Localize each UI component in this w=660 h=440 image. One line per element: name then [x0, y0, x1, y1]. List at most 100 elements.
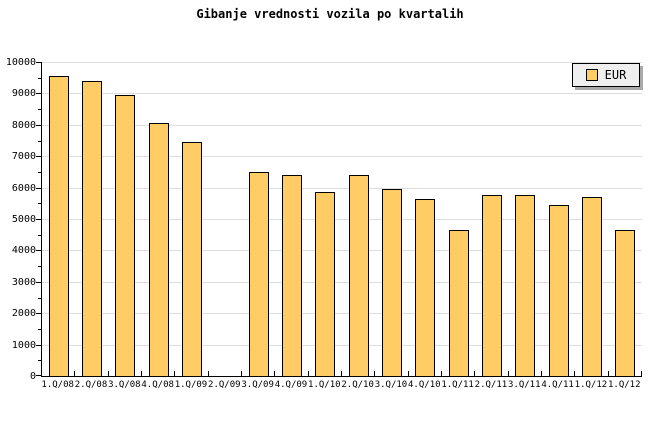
chart-title: Gibanje vrednosti vozila po kvartalih: [196, 7, 464, 21]
y-minor-tick: [38, 141, 41, 142]
y-major-tick: [36, 250, 41, 251]
gridline: [42, 125, 642, 126]
bar-slot: [275, 62, 308, 376]
bar: [48, 76, 69, 376]
y-minor-tick: [38, 109, 41, 110]
y-major-tick: [36, 313, 41, 314]
x-axis-tick-label: 1.Q/10: [308, 380, 341, 390]
x-boundary-tick: [308, 371, 309, 376]
bar: [148, 123, 169, 376]
y-axis-tick-label: 7000: [11, 151, 36, 163]
bar: [481, 195, 502, 376]
y-minor-tick: [38, 298, 41, 299]
bar: [415, 199, 436, 376]
x-axis-tick-label: 3.Q/08: [108, 380, 141, 390]
x-axis-tick-label: 1.Q/09: [174, 380, 208, 390]
x-boundary-tick: [274, 371, 275, 376]
x-boundary-tick: [608, 371, 609, 376]
x-axis-labels: 1.Q/08 2.Q/08 3.Q/08 4.Q/08 1.Q/09 2.Q/09 3.Q/…: [41, 380, 641, 391]
bar: [315, 192, 336, 376]
y-axis-tick-label: 0: [29, 371, 36, 382]
gridline: [42, 156, 642, 157]
x-boundary-tick: [408, 371, 409, 376]
x-axis-tick-label: 2.Q/09: [208, 380, 241, 390]
y-major-tick: [36, 62, 41, 63]
y-minor-tick: [38, 203, 41, 204]
bar-slot: [475, 62, 508, 376]
bar: [448, 230, 469, 376]
x-axis-tick-label: 2.Q/10: [341, 380, 374, 390]
bar: [548, 205, 569, 376]
bar: [381, 189, 402, 376]
y-major-tick: [36, 188, 41, 189]
x-boundary-tick: [141, 371, 142, 376]
y-major-tick: [36, 345, 41, 346]
x-axis-tick-label: 2.Q/08: [74, 380, 108, 390]
x-boundary-tick: [541, 371, 542, 376]
x-axis-tick-label: 4.Q/11: [541, 380, 574, 390]
x-axis-tick-label: 1.Q/12: [574, 380, 608, 390]
bar-slot: [142, 62, 175, 376]
bar-slot: [609, 62, 642, 376]
gridline: [42, 282, 642, 283]
x-axis-tick-label: 3.Q/09: [241, 380, 274, 390]
y-minor-tick: [38, 360, 41, 361]
gridline: [42, 62, 642, 63]
y-minor-tick: [38, 78, 41, 79]
x-boundary-tick: [641, 371, 642, 376]
bar: [115, 95, 136, 376]
x-boundary-tick: [241, 371, 242, 376]
y-axis-tick-label: 6000: [11, 182, 36, 194]
y-axis-tick-label: 10000: [5, 57, 36, 68]
y-axis-tick-label: 5000: [11, 214, 36, 225]
legend-swatch-icon: [585, 69, 598, 81]
x-axis-tick-label: 1.Q/11: [441, 380, 474, 390]
bar-slot: [342, 62, 375, 376]
x-boundary-tick: [74, 371, 75, 376]
x-boundary-tick: [574, 371, 575, 376]
x-boundary-tick: [108, 371, 109, 376]
x-axis-tick-label: 1.Q/08: [41, 380, 74, 390]
legend-label: EUR: [604, 68, 627, 82]
x-axis-tick-label: 4.Q/08: [141, 380, 174, 390]
x-boundary-tick: [508, 371, 509, 376]
y-axis-tick-label: 2000: [11, 308, 36, 320]
gridline: [42, 313, 642, 314]
x-boundary-tick: [341, 371, 342, 376]
y-axis-tick-label: 1000: [11, 339, 36, 351]
bar-slot: [75, 62, 108, 376]
y-major-tick: [36, 282, 41, 283]
y-minor-tick: [38, 172, 41, 173]
y-minor-tick: [38, 329, 41, 330]
bar: [615, 230, 636, 376]
bar-slot: [242, 62, 275, 376]
bar-slot: [409, 62, 442, 376]
bar: [581, 197, 602, 376]
x-boundary-tick: [208, 371, 209, 376]
gridline: [42, 93, 642, 94]
gridline: [42, 219, 642, 220]
bar-slot: [542, 62, 575, 376]
legend: EUR: [572, 63, 640, 87]
x-boundary-tick: [474, 371, 475, 376]
x-axis-tick-label: 4.Q/10: [408, 380, 441, 390]
x-axis-tick-label: 1.Q/12: [607, 380, 641, 390]
bar-slot: [209, 62, 242, 376]
bar: [281, 175, 302, 376]
y-major-tick: [36, 125, 41, 126]
bar-slot: [309, 62, 342, 376]
bar: [181, 142, 202, 376]
x-axis-tick-label: 2.Q/11: [474, 380, 508, 390]
x-axis-tick-label: 3.Q/11: [508, 380, 541, 390]
y-major-tick: [36, 93, 41, 94]
bar: [81, 81, 102, 376]
y-minor-tick: [38, 266, 41, 267]
gridline: [42, 188, 642, 189]
bar-slot: [442, 62, 475, 376]
bar: [348, 175, 369, 376]
bar: [515, 195, 536, 376]
bar: [248, 172, 269, 376]
bar-slot: [575, 62, 608, 376]
x-boundary-tick: [441, 371, 442, 376]
